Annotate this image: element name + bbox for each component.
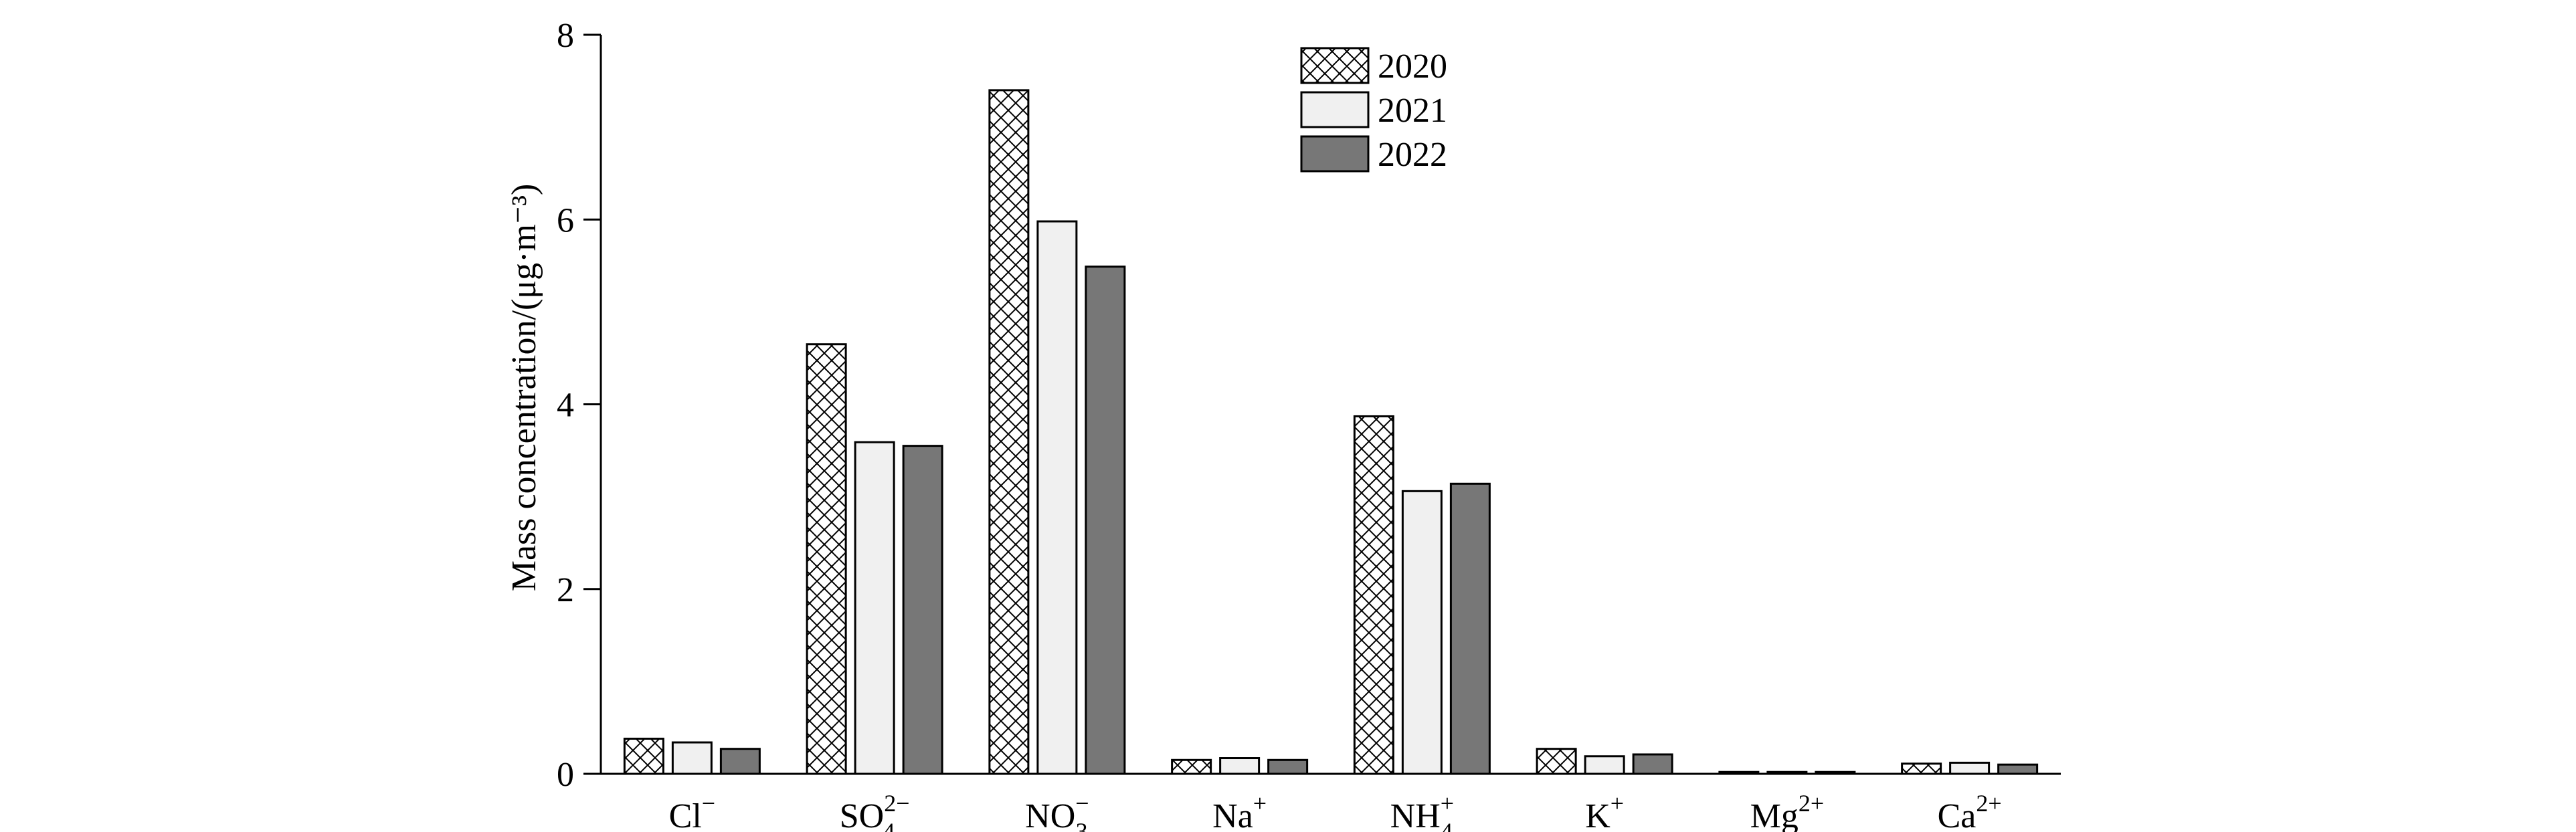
bar-2020-5: [1536, 748, 1577, 775]
bar-2021-3: [1219, 757, 1261, 775]
bar-2020-6: [1718, 770, 1760, 775]
category-labels: Cl− SO2− 4 NO− 3 Na+ NH+ 4 K+ Mg2+ Ca2+: [669, 790, 2002, 832]
y-tick-label: 2: [557, 571, 574, 609]
legend: 2020 2021 2022: [1300, 47, 1447, 174]
bar-2022-7: [1997, 763, 2039, 775]
bar-2022-6: [1815, 770, 1856, 775]
axes: 0 2 4 6 8: [557, 17, 2061, 794]
bar-2022-0: [719, 748, 761, 775]
legend-swatch-2020: [1300, 47, 1370, 84]
bar-2020-1: [806, 343, 847, 775]
x-tick-label-1: SO2− 4: [840, 790, 910, 832]
bar-2022-1: [902, 445, 943, 775]
y-tick-label: 8: [557, 17, 574, 55]
bar-2020-3: [1171, 758, 1212, 775]
legend-swatch-2022: [1300, 135, 1370, 173]
bars: [623, 89, 2039, 775]
bar-2022-2: [1085, 266, 1126, 775]
x-tick-label-3: Na+: [1212, 790, 1267, 832]
bar-2021-6: [1766, 770, 1808, 775]
bar-2022-3: [1267, 758, 1309, 775]
x-tick-label-4: NH+ 4: [1390, 790, 1454, 832]
legend-label-2022: 2022: [1378, 136, 1447, 174]
bar-2020-4: [1353, 415, 1394, 775]
bar-2021-1: [854, 441, 895, 775]
x-tick-label-0: Cl−: [669, 790, 715, 832]
legend-label-2020: 2020: [1378, 47, 1447, 86]
legend-swatch-2021: [1300, 91, 1370, 128]
x-tick-label-6: Mg2+: [1750, 790, 1825, 832]
legend-label-2021: 2021: [1378, 92, 1447, 130]
bar-2020-7: [1901, 762, 1942, 775]
x-tick-label-2: NO− 3: [1025, 790, 1089, 832]
x-tick-label-5: K+: [1585, 790, 1624, 832]
bar-2020-2: [988, 89, 1030, 775]
y-tick-label: 0: [557, 756, 574, 794]
y-tick-label: 6: [557, 201, 574, 239]
bar-2021-0: [671, 741, 713, 775]
bar-2020-0: [623, 738, 664, 775]
y-tick-label: 4: [557, 387, 574, 425]
bar-2021-7: [1949, 761, 1991, 775]
x-tick-label-7: Ca2+: [1938, 790, 2002, 832]
bar-2021-4: [1401, 490, 1443, 775]
bar-2022-5: [1632, 753, 1673, 775]
bar-2021-2: [1036, 220, 1078, 775]
bar-2022-4: [1449, 482, 1491, 775]
bar-2021-5: [1584, 755, 1625, 775]
y-axis-title: Mass concentration/(μg·m⁻³): [505, 184, 543, 592]
